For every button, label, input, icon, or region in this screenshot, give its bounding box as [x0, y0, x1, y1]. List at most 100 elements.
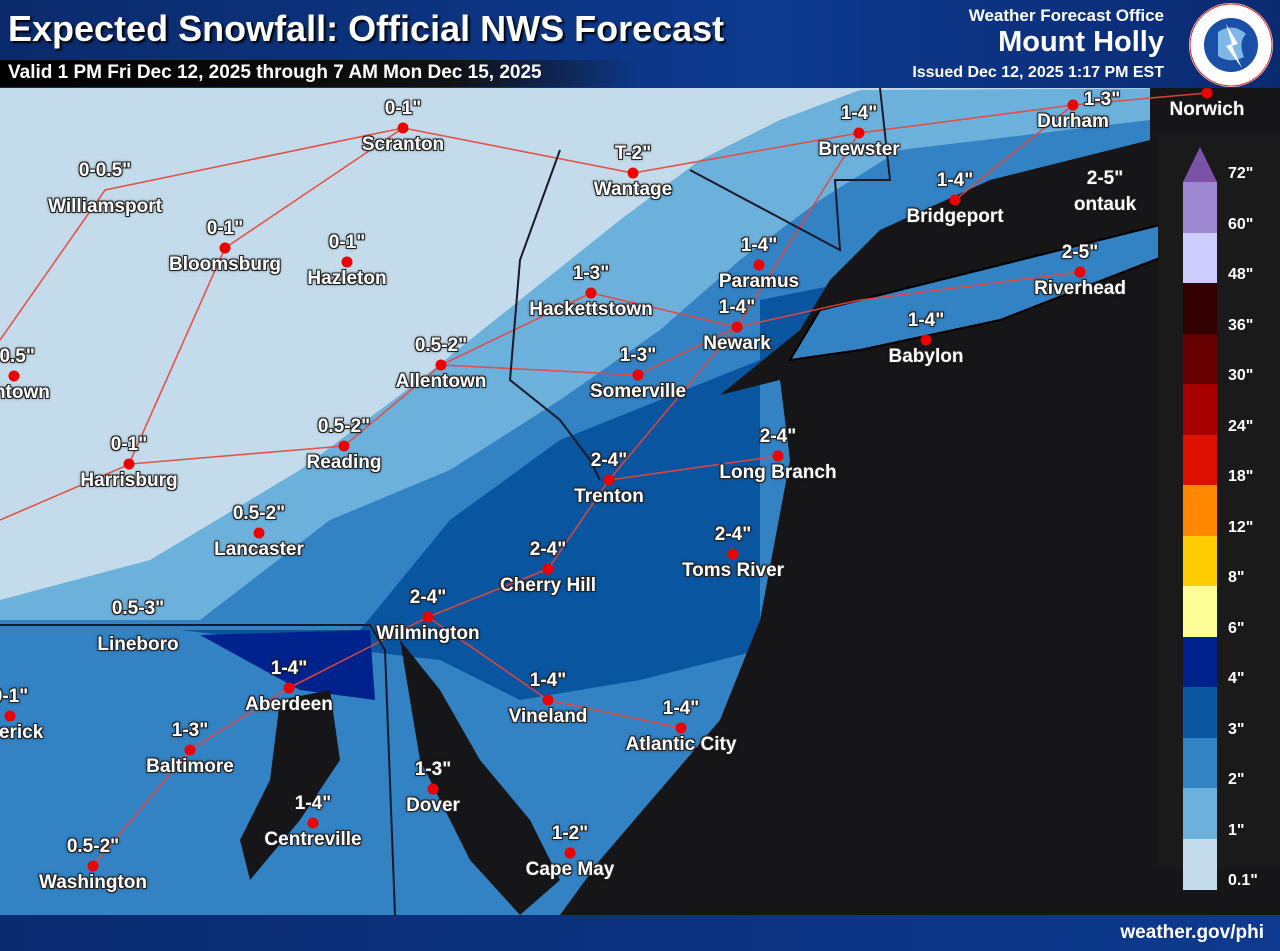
city-marker — [341, 256, 353, 268]
city-name: Atlantic City — [625, 734, 737, 755]
website-link[interactable]: weather.gov/phi — [1120, 922, 1264, 943]
city-marker — [564, 847, 576, 859]
legend-label: 3" — [1228, 720, 1245, 738]
snowfall-legend: 72" 60" 48" 36" 30" 24" 18" 12" 8" 6" 4" 3" 2" 1" 0.1" — [1158, 132, 1280, 890]
snowfall-range: 0-1" — [0, 686, 29, 707]
snowfall-range: 2-4" — [590, 450, 628, 471]
snowfall-range: 0.5-2" — [317, 416, 371, 437]
city-name: Aberdeen — [245, 694, 333, 715]
city-name: Lancaster — [214, 539, 304, 560]
city-marker — [87, 860, 99, 872]
snowfall-range: 1-4" — [907, 310, 945, 331]
legend-label: 0.1" — [1228, 872, 1258, 889]
snowfall-range: 1-4" — [718, 297, 756, 318]
city-marker — [184, 744, 196, 756]
legend-swatch — [1183, 586, 1217, 637]
legend-label: 30" — [1228, 367, 1254, 384]
city-marker — [675, 722, 687, 734]
snowfall-range: 1-3" — [171, 720, 209, 741]
city-name: Cape May — [525, 859, 615, 880]
snowfall-range: 0.5-2" — [66, 836, 120, 857]
city-marker — [307, 817, 319, 829]
legend-swatch — [1183, 687, 1217, 738]
city-marker — [727, 548, 739, 560]
city-name: Durham — [1037, 111, 1109, 132]
city-name: Somerville — [589, 381, 687, 402]
legend-swatch — [1183, 636, 1217, 688]
legend-label: 48" — [1228, 266, 1254, 283]
legend-label: 36" — [1228, 316, 1254, 334]
legend-swatch — [1183, 232, 1217, 284]
city-marker — [253, 527, 265, 539]
city-name: Scranton — [361, 134, 445, 155]
city-marker — [427, 783, 439, 795]
city-name: Wantage — [593, 179, 673, 200]
city-name: Toms River — [681, 560, 785, 581]
city-name: Harrisburg — [80, 470, 178, 491]
issued-time: Issued Dec 12, 2025 1:17 PM EST — [912, 64, 1164, 81]
city-marker — [753, 259, 765, 271]
legend-swatch — [1183, 788, 1217, 839]
legend-swatch — [1183, 485, 1217, 536]
legend-label: 1" — [1228, 821, 1245, 839]
valid-bar — [0, 60, 640, 87]
legend-label: 72" — [1228, 165, 1254, 182]
snowfall-range: 1-4" — [740, 235, 778, 256]
city-marker — [422, 611, 434, 623]
legend-label: 2" — [1228, 771, 1245, 788]
city-name: Lineboro — [97, 634, 179, 655]
snowfall-range: 1-4" — [936, 170, 974, 191]
snowfall-range: 1-4" — [840, 103, 878, 124]
city-name: Hazleton — [307, 268, 387, 289]
snowfall-range: 0-0.5" — [78, 160, 132, 181]
city-name: Dover — [406, 795, 460, 816]
city-marker — [1074, 266, 1086, 278]
snowfall-range: 0.5-3" — [111, 598, 165, 619]
city-name: Baltimore — [146, 756, 234, 777]
snowfall-range: 1-3" — [1083, 89, 1121, 110]
city-name: llintown — [0, 382, 50, 403]
snowfall-range: 2-4" — [529, 539, 567, 560]
city-name: Cherry Hill — [499, 575, 597, 596]
snowfall-map: 0-1" Scranton 0-0.5" Williamsport 0-1" Blooms… — [0, 87, 1280, 916]
city-marker — [542, 563, 554, 575]
city-name: Paramus — [718, 271, 800, 292]
legend-swatch — [1183, 333, 1217, 385]
city-marker — [397, 122, 409, 134]
city-name: Hackettstown — [529, 299, 653, 320]
nws-logo-icon — [1189, 3, 1273, 87]
snowfall-range: 2-4" — [409, 587, 447, 608]
snowfall-range: 0-1" — [384, 98, 422, 119]
city-name: Vineland — [508, 706, 588, 727]
snowfall-range: 1-3" — [619, 345, 657, 366]
city-marker — [123, 458, 135, 470]
snowfall-range: 0-1" — [328, 232, 366, 253]
legend-swatch — [1183, 384, 1217, 435]
city-marker — [627, 167, 639, 179]
city-name: Washington — [39, 872, 147, 893]
city-marker — [1067, 99, 1079, 111]
legend-label: 6" — [1228, 619, 1245, 637]
city-name: Williamsport — [48, 196, 162, 217]
snowfall-range: 1-2" — [551, 823, 589, 844]
city-name: Norwich — [1169, 99, 1245, 120]
legend-swatch — [1183, 737, 1217, 789]
legend-label: 18" — [1228, 468, 1254, 485]
city-marker — [4, 710, 16, 722]
city-name: Bloomsburg — [169, 254, 281, 275]
snowfall-range: 1-4" — [270, 658, 308, 679]
office-label: Weather Forecast Office — [968, 6, 1164, 25]
legend-swatch — [1183, 434, 1217, 486]
office-name: Mount Holly — [998, 26, 1164, 58]
city-marker — [772, 450, 784, 462]
city-name: Long Branch — [719, 462, 837, 483]
city-marker — [603, 474, 615, 486]
snowfall-range: 2-5" — [1061, 242, 1099, 263]
snowfall-range: 1-3" — [572, 263, 610, 284]
snowfall-range: 0.5-2" — [232, 503, 286, 524]
snowfall-range: 0-1" — [110, 434, 148, 455]
legend-swatch — [1183, 182, 1217, 233]
snowfall-range: 2-4" — [759, 426, 797, 447]
city-marker — [585, 287, 597, 299]
city-name: Trenton — [574, 486, 644, 507]
